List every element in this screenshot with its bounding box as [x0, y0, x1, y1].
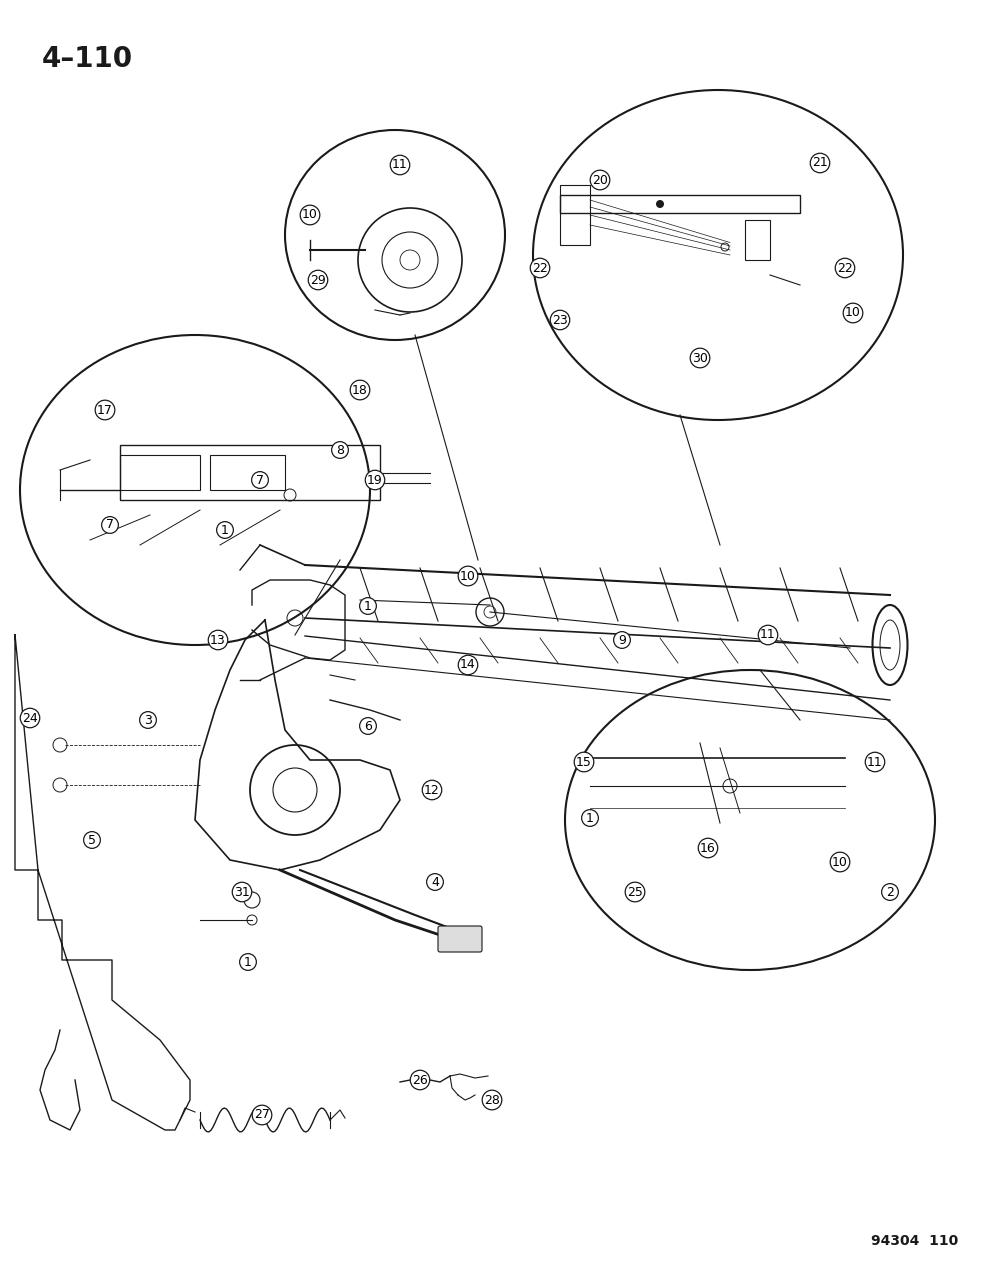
Text: 17: 17: [97, 403, 113, 417]
Text: 20: 20: [592, 173, 607, 186]
Text: 27: 27: [254, 1108, 270, 1122]
Text: 3: 3: [144, 714, 152, 727]
Text: 28: 28: [484, 1094, 499, 1107]
Bar: [120, 455, 200, 490]
Text: 30: 30: [692, 352, 708, 365]
Text: 21: 21: [813, 157, 827, 170]
Circle shape: [656, 200, 664, 208]
Bar: [120, 445, 380, 500]
Bar: [560, 185, 590, 245]
Text: 19: 19: [367, 473, 383, 487]
Text: 7: 7: [256, 473, 264, 487]
Text: 10: 10: [302, 209, 318, 222]
Text: 1: 1: [244, 955, 252, 969]
Text: 13: 13: [210, 634, 226, 646]
Text: 22: 22: [837, 261, 853, 274]
Text: 8: 8: [336, 444, 344, 456]
Text: 1: 1: [364, 599, 372, 612]
Text: 12: 12: [424, 784, 440, 797]
Text: 1: 1: [221, 524, 229, 537]
Text: 14: 14: [460, 658, 476, 672]
Text: 1: 1: [586, 811, 594, 825]
Text: 2: 2: [886, 886, 894, 899]
Text: 22: 22: [532, 261, 548, 274]
Text: 18: 18: [352, 384, 368, 397]
Text: 94304  110: 94304 110: [871, 1234, 958, 1248]
Text: 31: 31: [234, 886, 250, 899]
Text: 4: 4: [431, 876, 439, 889]
Text: 6: 6: [364, 719, 372, 733]
Text: 7: 7: [106, 519, 114, 532]
Text: 10: 10: [832, 856, 848, 868]
Text: 4–110: 4–110: [42, 45, 133, 73]
Text: 29: 29: [310, 274, 326, 287]
Text: 10: 10: [845, 306, 861, 320]
Text: 16: 16: [700, 842, 716, 854]
Text: 15: 15: [576, 756, 592, 769]
Text: 5: 5: [88, 834, 96, 847]
Text: 11: 11: [392, 158, 408, 172]
Bar: [560, 195, 800, 213]
Text: 11: 11: [760, 629, 776, 641]
Text: 24: 24: [22, 711, 38, 724]
Text: 26: 26: [412, 1074, 428, 1086]
Text: 23: 23: [552, 314, 568, 326]
FancyBboxPatch shape: [438, 926, 482, 952]
Text: 11: 11: [867, 756, 883, 769]
Bar: [745, 221, 770, 260]
Text: 10: 10: [460, 570, 476, 583]
Text: 25: 25: [627, 886, 643, 899]
Bar: [210, 455, 285, 490]
Text: 9: 9: [618, 634, 626, 646]
